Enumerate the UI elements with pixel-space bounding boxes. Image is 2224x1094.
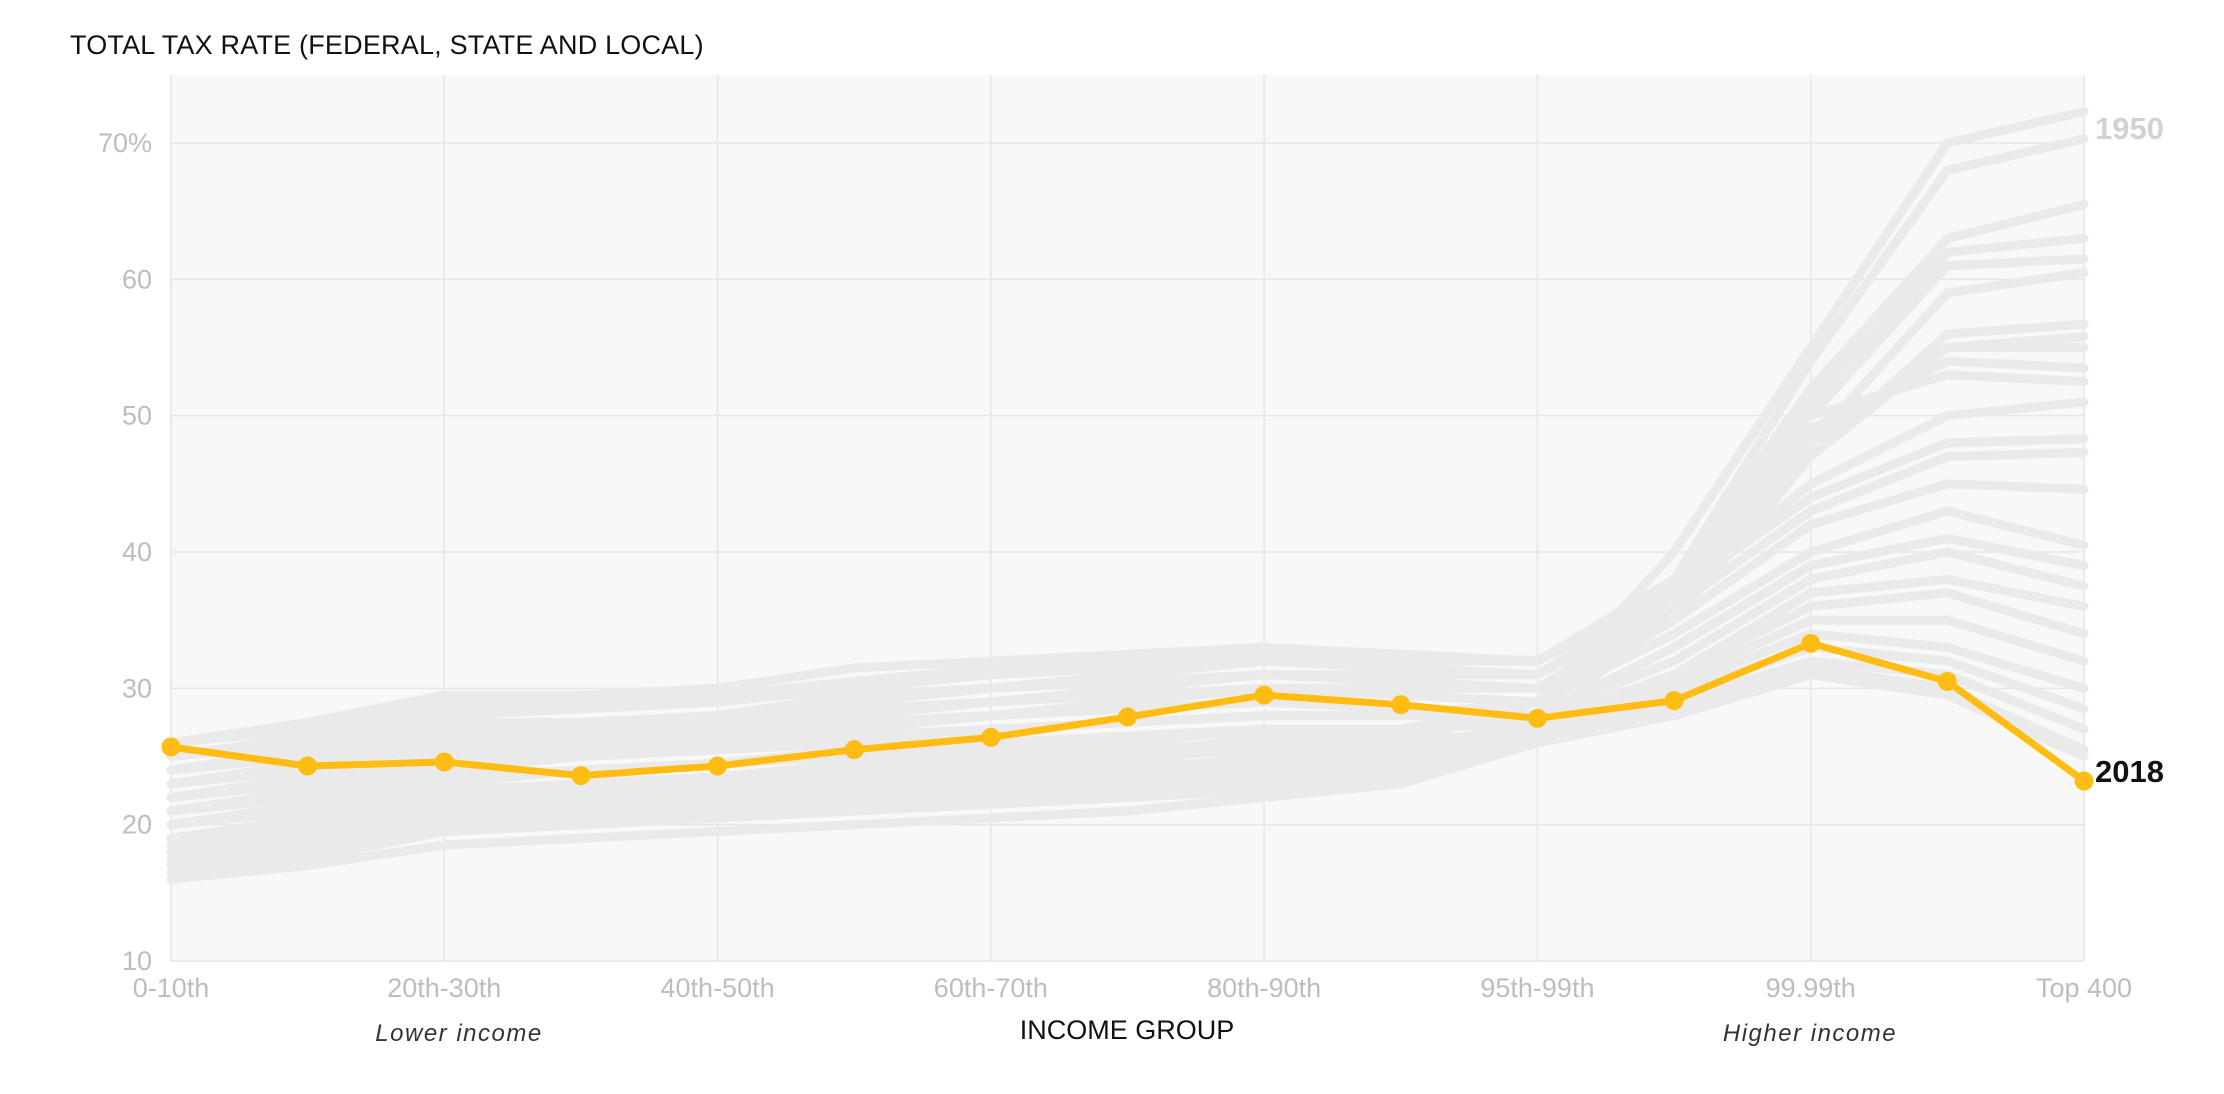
historical-series-line: [166, 434, 2089, 748]
x-axis: 0-10th 20th-30th 40th-50th 60th-70th 80th-90…: [133, 973, 2132, 1003]
series-label-1950: 1950: [2095, 111, 2164, 146]
highlight-data-point: [1937, 672, 1957, 692]
x-axis-title: INCOME GROUP: [1020, 1015, 1235, 1045]
highlight-data-point: [1254, 685, 1274, 705]
historical-series-line: [166, 663, 2089, 877]
y-tick-label: 10: [122, 946, 152, 976]
historical-series-lines: [166, 107, 2089, 884]
y-tick-label: 70%: [98, 128, 152, 158]
x-tick-label: 95th-99th: [1480, 973, 1594, 1003]
chart-title: TOTAL TAX RATE (FEDERAL, STATE AND LOCAL…: [70, 30, 704, 60]
y-tick-label: 30: [122, 673, 152, 703]
highlight-series: [161, 633, 2094, 791]
highlight-data-point: [1664, 691, 1684, 711]
historical-series-line: [166, 574, 2089, 830]
y-axis: 10 20 30 40 50 60 70%: [98, 128, 152, 976]
x-tick-label: 0-10th: [133, 973, 210, 1003]
lower-income-note: Lower income: [375, 1020, 542, 1047]
x-tick-label: Top 400: [2036, 973, 2132, 1003]
x-tick-label: 40th-50th: [661, 973, 775, 1003]
highlight-data-point: [161, 737, 181, 757]
highlight-data-point: [434, 752, 454, 772]
y-tick-label: 20: [122, 810, 152, 840]
historical-series-line: [166, 448, 2089, 761]
highlight-data-point: [844, 740, 864, 760]
historical-series-line: [166, 670, 2089, 884]
x-tick-label: 80th-90th: [1207, 973, 1321, 1003]
x-tick-label: 99.99th: [1766, 973, 1856, 1003]
series-label-2018: 2018: [2095, 754, 2164, 789]
historical-series-line: [166, 588, 2089, 843]
historical-series-line: [166, 615, 2089, 850]
historical-series-line: [166, 332, 2089, 802]
historical-series-line: [166, 343, 2089, 789]
historical-series-line: [166, 370, 2089, 761]
y-tick-label: 40: [122, 537, 152, 567]
y-tick-label: 60: [122, 264, 152, 294]
historical-series-line: [166, 479, 2089, 775]
x-tick-label: 60th-70th: [934, 973, 1048, 1003]
y-tick-label: 50: [122, 401, 152, 431]
highlight-data-point: [981, 727, 1001, 747]
historical-series-line: [166, 506, 2089, 789]
highlight-data-point: [1118, 707, 1137, 727]
highlight-data-point: [1527, 708, 1547, 728]
highlight-data-point: [2074, 771, 2094, 791]
historical-series-line: [166, 629, 2089, 857]
highlight-data-point: [1801, 633, 1821, 653]
historical-series-line: [166, 356, 2089, 775]
x-tick-label: 20th-30th: [387, 973, 501, 1003]
highlight-data-point: [298, 756, 318, 776]
higher-income-note: Higher income: [1723, 1020, 1897, 1047]
historical-series-line: [166, 656, 2089, 871]
highlight-data-point: [1391, 695, 1411, 715]
highlight-data-point: [571, 766, 591, 786]
highlight-data-point: [708, 756, 728, 776]
